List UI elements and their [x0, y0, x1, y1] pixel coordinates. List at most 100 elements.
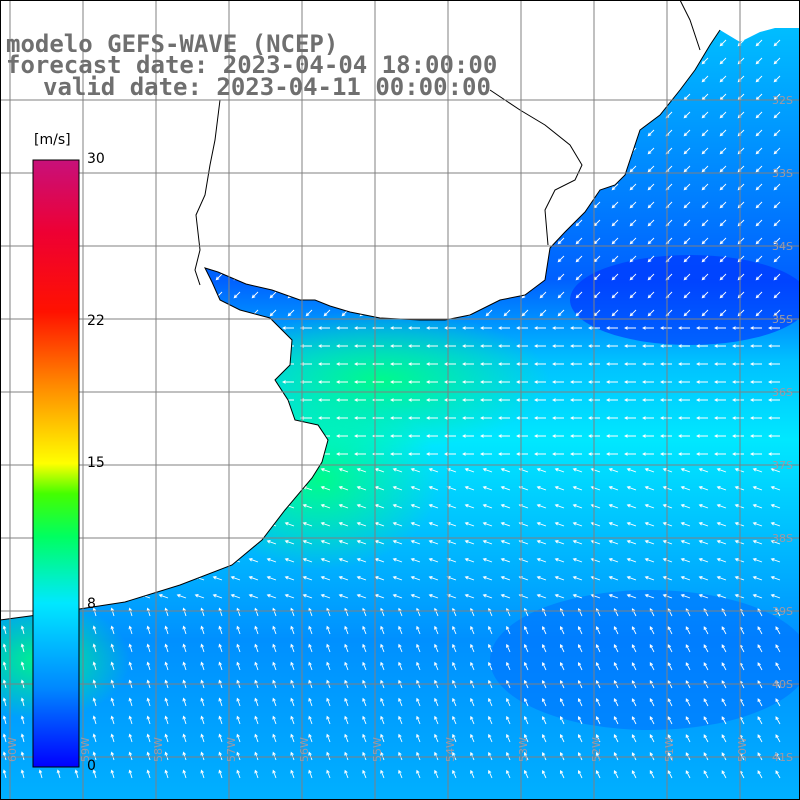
- wind-arrow: [503, 291, 511, 299]
- wind-arrow: [534, 398, 546, 402]
- wind-arrow: [428, 576, 439, 581]
- wind-arrow: [140, 558, 151, 563]
- wind-arrow: [392, 468, 403, 473]
- wind-arrow: [284, 486, 295, 491]
- wind-arrow: [541, 751, 547, 761]
- wind-arrow: [683, 309, 691, 317]
- wind-arrow: [467, 273, 475, 281]
- wind-arrow: [158, 558, 169, 563]
- wind-arrow: [467, 255, 475, 263]
- wind-arrow: [210, 452, 222, 456]
- wind-arrow: [200, 625, 205, 635]
- wind-arrow: [236, 607, 241, 617]
- wind-arrow: [626, 540, 637, 545]
- wind-arrow: [125, 147, 133, 155]
- wind-arrow: [642, 344, 654, 348]
- wind-arrow: [410, 504, 421, 509]
- wind-arrow: [642, 434, 654, 438]
- wind-arrow: [390, 344, 402, 348]
- wind-arrow: [485, 201, 493, 209]
- wind-arrow: [318, 380, 330, 384]
- wind-arrow: [480, 452, 492, 456]
- wind-arrow: [770, 594, 781, 599]
- wind-arrow: [362, 733, 367, 743]
- wind-arrow: [503, 93, 511, 101]
- wind-arrow: [192, 434, 204, 438]
- wind-arrow: [770, 540, 781, 545]
- wind-arrow: [89, 255, 97, 263]
- wind-arrow: [251, 273, 259, 281]
- wind-arrow: [683, 291, 691, 299]
- wind-arrow: [413, 309, 421, 317]
- wind-arrow: [282, 434, 294, 438]
- wind-arrow: [395, 165, 403, 173]
- wind-arrow: [449, 255, 457, 263]
- wind-arrow: [14, 558, 25, 563]
- wind-arrow: [534, 362, 546, 366]
- wind-arrow: [498, 326, 510, 330]
- wind-arrow: [120, 434, 132, 438]
- wind-arrow: [182, 661, 187, 671]
- wind-arrow: [575, 129, 583, 137]
- wind-arrow: [773, 129, 781, 137]
- wind-arrow: [356, 576, 367, 581]
- latitude-label: 35S: [772, 313, 793, 326]
- wind-arrow: [122, 486, 133, 491]
- wind-arrow: [305, 201, 313, 209]
- wind-arrow: [470, 661, 475, 671]
- wind-arrow: [341, 237, 349, 245]
- wind-arrow: [577, 733, 583, 743]
- wind-arrow: [398, 625, 403, 635]
- wind-arrow: [287, 309, 295, 317]
- wind-arrow: [452, 697, 457, 707]
- wind-arrow: [390, 416, 402, 420]
- wind-arrow: [685, 662, 691, 671]
- wind-arrow: [308, 697, 313, 707]
- wind-arrow: [577, 715, 583, 725]
- wind-arrow: [683, 183, 691, 191]
- wind-arrow: [426, 452, 438, 456]
- wind-arrow: [539, 201, 547, 209]
- wind-arrow: [161, 201, 169, 209]
- wind-arrow: [359, 273, 367, 281]
- wind-arrow: [488, 733, 493, 743]
- wind-arrow: [716, 576, 727, 581]
- wind-arrow: [557, 255, 565, 263]
- wind-arrow: [485, 39, 493, 47]
- wind-arrow: [557, 219, 565, 227]
- wind-arrow: [554, 558, 565, 563]
- wind-arrow: [575, 75, 583, 83]
- longitude-label: 59W: [79, 737, 92, 762]
- wind-arrow: [228, 398, 240, 402]
- wind-arrow: [701, 39, 709, 47]
- wind-arrow: [323, 147, 331, 155]
- wind-arrow: [269, 291, 277, 299]
- wind-arrow: [503, 57, 511, 65]
- wind-arrow: [323, 255, 331, 263]
- wind-arrow: [716, 540, 727, 545]
- wind-arrow: [773, 201, 781, 209]
- wind-arrow: [593, 165, 601, 173]
- wind-arrow: [308, 751, 313, 761]
- wind-arrow: [408, 398, 420, 402]
- wind-arrow: [696, 362, 708, 366]
- wind-arrow: [755, 291, 763, 299]
- wind-arrow: [536, 486, 547, 491]
- wind-arrow: [539, 309, 547, 317]
- wind-arrow: [428, 468, 439, 473]
- wind-arrow: [336, 452, 348, 456]
- wind-arrow: [716, 468, 727, 473]
- wind-arrow: [680, 594, 691, 599]
- wind-arrow: [431, 129, 439, 137]
- wind-arrow: [92, 607, 97, 617]
- wind-arrow: [696, 452, 708, 456]
- wind-arrow: [755, 201, 763, 209]
- wind-arrow: [431, 201, 439, 209]
- wind-arrow: [608, 594, 619, 599]
- wind-arrow: [359, 291, 367, 299]
- wind-arrow: [683, 111, 691, 119]
- wind-arrow: [158, 468, 169, 473]
- wind-arrow: [128, 769, 133, 779]
- wind-arrow: [611, 57, 619, 65]
- wind-arrow: [410, 522, 421, 527]
